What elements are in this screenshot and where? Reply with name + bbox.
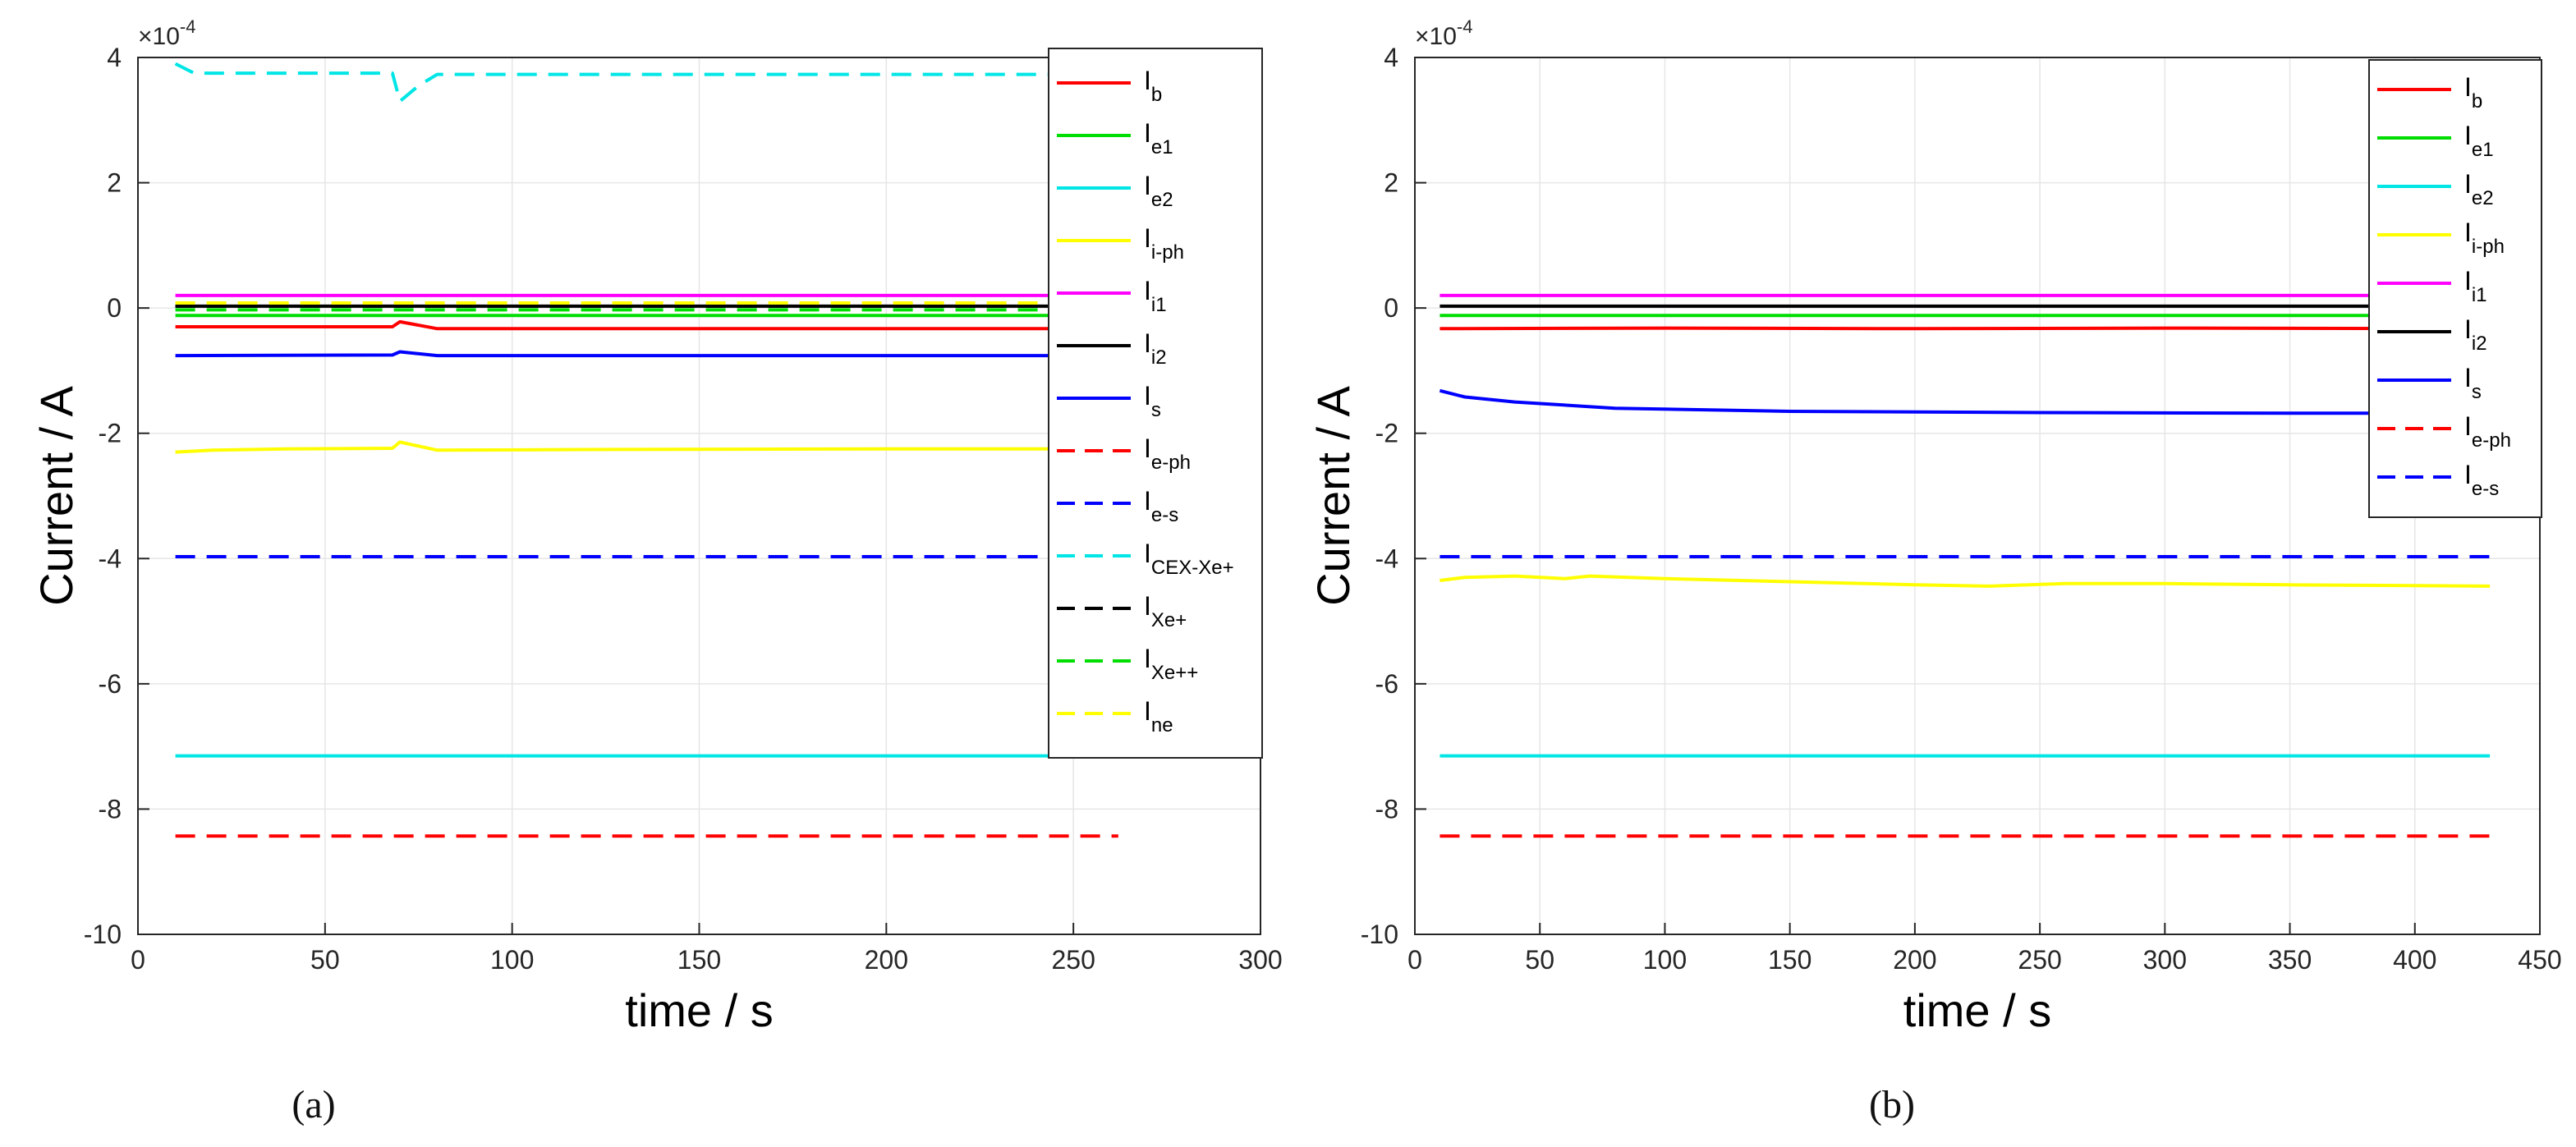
chart-a-legend-label: Ib [1144, 66, 1162, 106]
chart-b-y-tick-label: -6 [1375, 669, 1398, 699]
chart-b-legend-label: Ii2 [2464, 314, 2487, 355]
chart-a-legend-label: IXe++ [1144, 644, 1198, 684]
chart-a-legend-label: Ie2 [1144, 171, 1173, 211]
chart-b-x-tick-label: 150 [1768, 945, 1811, 975]
chart-b-legend-label: Ie1 [2464, 121, 2494, 161]
chart-a-series-cex-xe- [174, 62, 1130, 103]
chart-a-x-tick-label: 250 [1051, 945, 1095, 975]
chart-b-x-tick-label: 50 [1525, 945, 1554, 975]
chart-a-x-tick-label: 150 [677, 945, 721, 975]
chart-b-x-tick-label: 400 [2393, 945, 2436, 975]
chart-b-x-tick-label: 450 [2518, 945, 2561, 975]
chart-a-legend-label: IXe+ [1144, 591, 1187, 631]
chart-a-x-tick-label: 100 [490, 945, 534, 975]
chart-b-x-tick-label: 0 [1407, 945, 1422, 975]
chart-a-legend-label: Is [1144, 381, 1161, 421]
chart-b-legend-label: Ie2 [2464, 169, 2494, 209]
chart-b-y-exponent: ×10-4 [1415, 16, 1472, 50]
chart-b-legend [2368, 59, 2542, 518]
chart-a-series-s [175, 350, 1130, 358]
chart-a-svg: 0 50 100 150 200 250 300 -10 -8 -6 -4 -2 0 2 4 ×10-4 tim… [30, 16, 1283, 1036]
chart-b-legend-label: Ii1 [2464, 266, 2487, 306]
chart-a-x-tick-label: 200 [865, 945, 908, 975]
chart-b-x-tick-label: 300 [2143, 945, 2187, 975]
chart-b-series-b [1440, 326, 2491, 331]
chart-a-series-i-ph [175, 440, 1130, 454]
chart-b-y-tick-label: 0 [1384, 293, 1398, 323]
chart-a-y-axis-label: Current / A [30, 386, 82, 606]
chart-b-series-i-ph [1440, 574, 2491, 588]
chart-a-y-tick-label: -10 [84, 920, 122, 949]
chart-a-x-tick-label: 300 [1238, 945, 1282, 975]
chart-a-y-tick-label: -6 [99, 669, 122, 699]
chart-a-y-tick-label: 0 [107, 293, 122, 323]
chart-panel-a: 0 50 100 150 200 250 300 -10 -8 -6 -4 -2 0 2 4 ×10-4 tim… [30, 16, 1283, 1036]
chart-a-legend-label: ICEX-Xe+ [1144, 539, 1234, 579]
chart-b-y-tick-label: 2 [1384, 168, 1398, 198]
chart-b-plot-area [1415, 57, 2540, 934]
chart-a-y-tick-label: 4 [107, 43, 122, 72]
chart-b-legend-label: Ii-ph [2464, 218, 2505, 258]
chart-b-legend-label: Is [2464, 363, 2482, 403]
chart-a-legend-label: Ie-ph [1144, 434, 1191, 474]
chart-b-legend-label: Ib [2464, 72, 2482, 112]
chart-a-y-tick-label: -8 [99, 794, 122, 824]
chart-b-legend-label: Ie-s [2464, 460, 2499, 500]
chart-a-legend-label: Ii-ph [1144, 223, 1184, 264]
chart-b-y-tick-label: -8 [1375, 794, 1398, 824]
caption-a: (a) [292, 1083, 336, 1126]
chart-b-series-s [1439, 388, 2491, 415]
chart-a-legend-label: Ii2 [1144, 328, 1167, 369]
chart-a-y-exponent: ×10-4 [138, 16, 195, 50]
chart-b-y-tick-label: 4 [1384, 43, 1398, 72]
chart-a-series-b [175, 319, 1130, 331]
chart-a-x-tick-label: 50 [310, 945, 340, 975]
chart-b-y-tick-label: -4 [1375, 544, 1398, 573]
chart-a-legend [1048, 48, 1263, 759]
chart-b-x-tick-label: 200 [1893, 945, 1936, 975]
chart-b-x-tick-label: 250 [2018, 945, 2061, 975]
chart-a-legend-label: Ie-s [1144, 486, 1178, 526]
chart-b-y-tick-label: -2 [1375, 419, 1398, 448]
chart-b-legend-label: Ie-ph [2464, 411, 2511, 452]
chart-b-x-tick-label: 350 [2268, 945, 2312, 975]
chart-a-legend-label: Ie1 [1144, 118, 1173, 158]
chart-a-legend-label: Ine [1144, 696, 1173, 736]
chart-a-legend-label: Ii1 [1144, 276, 1167, 316]
chart-b-x-axis-label: time / s [1903, 984, 2051, 1036]
chart-a-y-tick-label: -4 [99, 544, 122, 573]
chart-b-y-tick-label: -10 [1361, 920, 1398, 949]
chart-a-y-tick-label: -2 [99, 419, 122, 448]
chart-a-x-axis-label: time / s [625, 984, 773, 1036]
chart-b-svg: 0 50 100 150 200 250 300 350 400 450 -10 -8 -6 -4 -2 0 2… [1307, 16, 2562, 1036]
caption-b: (b) [1869, 1083, 1915, 1126]
chart-b-x-tick-label: 100 [1643, 945, 1687, 975]
chart-a-x-tick-label: 0 [131, 945, 145, 975]
chart-panel-b: 0 50 100 150 200 250 300 350 400 450 -10 -8 -6 -4 -2 0 2… [1288, 0, 2576, 1147]
chart-b-y-axis-label: Current / A [1307, 386, 1359, 606]
chart-a-y-tick-label: 2 [107, 168, 122, 198]
